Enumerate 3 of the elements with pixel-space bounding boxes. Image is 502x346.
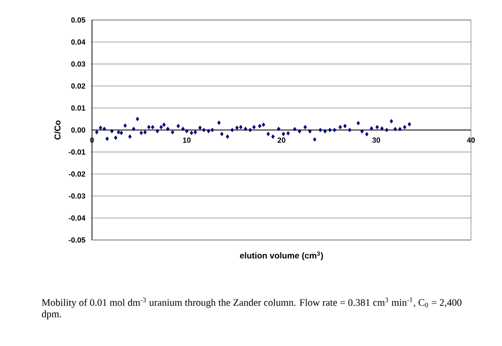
- y-axis-title: C/Co: [54, 120, 61, 140]
- x-axis-title: elution volume (cm$^{3}$): [240, 251, 323, 260]
- text: Mobility of 0.01 mol dm$^{-3}$ uranium through the Zander column. Flow rate = 0.381 cm$^{3}$ min$^{-1}$, C$_{0}$ = 2,400 dpm.: [42, 298, 462, 320]
